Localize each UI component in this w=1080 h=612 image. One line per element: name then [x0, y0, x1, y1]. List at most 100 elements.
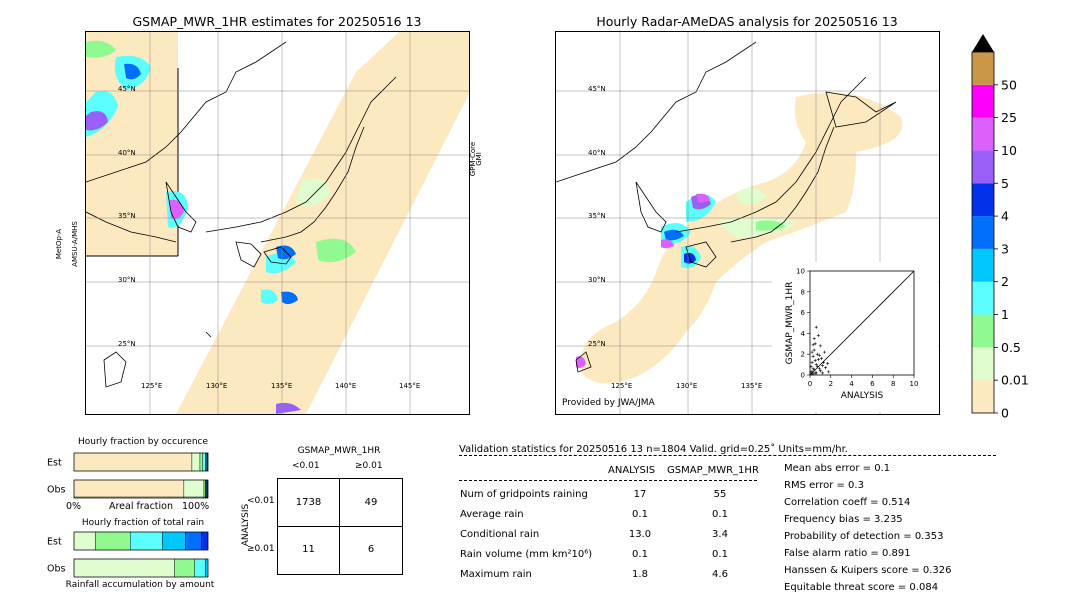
- stat-row-label: Num of gridpoints raining: [460, 489, 588, 500]
- score-line: Equitable threat score = 0.084: [784, 582, 939, 593]
- colorbar-swatch: [972, 183, 994, 217]
- bar-segment: [194, 558, 206, 578]
- stat-row-gsmap: 0.1: [712, 549, 728, 560]
- scatter-point: [818, 344, 822, 348]
- bar-segment: [199, 452, 203, 472]
- scatter-y-label: GSMAP_MWR_1HR: [785, 282, 795, 365]
- scatter-point: [811, 354, 815, 358]
- score-line: Probability of detection = 0.353: [784, 531, 944, 542]
- scatter-point: [816, 333, 820, 337]
- left-rain-patches: [86, 40, 356, 414]
- stat-row-label: Rain volume (mm km²10⁶): [460, 549, 593, 560]
- bar-category-label: Obs: [47, 485, 66, 496]
- scatter-point: [809, 365, 813, 369]
- stat-row-analysis: 1.8: [632, 569, 648, 580]
- data-credit: Provided by JWA/JMA: [562, 398, 655, 408]
- scatter-y-tick-label: 2: [801, 351, 805, 359]
- bar-segment: [73, 558, 175, 578]
- stat-row-analysis: 17: [633, 489, 647, 500]
- left-grid: [86, 32, 469, 414]
- bar-segment: [202, 452, 206, 472]
- scatter-point: [822, 361, 826, 365]
- stat-row-analysis: 0.1: [632, 549, 648, 560]
- bar-segment: [73, 452, 193, 472]
- left-lat-label-40: 40°N: [118, 149, 136, 157]
- contingency-title: GSMAP_MWR_1HR: [297, 446, 381, 456]
- scatter-point: [811, 343, 815, 347]
- bar-segment: [205, 452, 207, 472]
- colorbar-swatch: [972, 84, 994, 118]
- right-map-canvas: [556, 32, 939, 414]
- right-lat-label-35: 35°N: [588, 212, 606, 220]
- scatter-point: [813, 342, 817, 346]
- contingency-row-axis: ANALYSIS: [241, 503, 252, 547]
- colorbar-tick-label: 4: [1001, 209, 1009, 224]
- bar-frame: [73, 479, 209, 499]
- bar-segment: [130, 531, 163, 551]
- radar-coverage: [580, 92, 903, 384]
- scatter-x-tick-label: 2: [829, 380, 833, 388]
- stat-row-label: Maximum rain: [460, 569, 532, 580]
- scatter-point: [820, 371, 824, 375]
- scatter-x-tick-label: 6: [870, 380, 875, 388]
- colorbar-tick-label: 2: [1001, 274, 1009, 289]
- stat-row-analysis: 13.0: [628, 529, 652, 540]
- contingency-row-2: ≥0.01: [247, 544, 275, 554]
- scatter-point: [813, 358, 817, 362]
- scatter-point: [815, 365, 819, 369]
- scatter-x-tick-label: 4: [849, 380, 854, 388]
- scatter-y-tick-label: 10: [796, 268, 805, 276]
- left-lat-label-45: 45°N: [118, 85, 136, 93]
- colorbar-swatch: [972, 314, 994, 348]
- right-lat-label-30: 30°N: [588, 276, 606, 284]
- right-swath-area: [176, 32, 469, 414]
- bar-frame: [73, 531, 209, 551]
- scatter-x-label: ANALYSIS: [841, 391, 884, 401]
- left-map-title: GSMAP_MWR_1HR estimates for 20250516 13: [132, 14, 422, 29]
- colorbar-extend-triangle: [972, 34, 994, 52]
- bar-segment: [73, 531, 96, 551]
- colorbar-swatch: [972, 117, 994, 151]
- right-lat-label-45: 45°N: [588, 85, 606, 93]
- bar-segment: [95, 531, 131, 551]
- scatter-point: [811, 372, 815, 376]
- right-coastlines: [556, 41, 897, 373]
- contingency-cell-r2c1: 11: [302, 544, 315, 555]
- totalrain-chart: Est Obs: [47, 531, 209, 578]
- scatter-point: [810, 350, 814, 354]
- bar-x-tick-left: 0%: [66, 501, 81, 512]
- scatter-point: [817, 353, 821, 357]
- left-map: 45°N 40°N 35°N 30°N 25°N 125°E 130°E 135…: [85, 31, 470, 415]
- bar-category-label: Est: [47, 458, 62, 469]
- scatter-point: [810, 361, 814, 365]
- right-lat-label-25: 25°N: [588, 340, 606, 348]
- right-map-title: Hourly Radar-AMeDAS analysis for 2025051…: [596, 14, 898, 29]
- scatter-y-tick-label: 8: [801, 288, 805, 296]
- contingency-grid: 1738 49 11 6: [277, 478, 403, 575]
- colorbar-tick-label: 0: [1001, 406, 1009, 419]
- stat-row-gsmap: 3.4: [712, 529, 728, 540]
- contingency-col-1: <0.01: [292, 461, 320, 471]
- stat-row-label: Average rain: [460, 509, 524, 520]
- left-lat-label-30: 30°N: [118, 276, 136, 284]
- scatter-diagonal: [809, 270, 915, 376]
- colorbar-tick-label: 10: [1001, 143, 1017, 158]
- bar-segment: [162, 531, 186, 551]
- bar-segment: [191, 452, 201, 472]
- score-line: Mean abs error = 0.1: [784, 463, 891, 474]
- scatter-point: [826, 362, 830, 366]
- colorbar-tick-label: 25: [1001, 110, 1017, 125]
- occurrence-title: Hourly fraction by occurence: [77, 437, 209, 447]
- scatter-y-tick-label: 0: [801, 372, 805, 380]
- stat-row-gsmap: 4.6: [712, 569, 728, 580]
- stat-row-label: Conditional rain: [460, 529, 540, 540]
- scatter-point: [815, 352, 819, 356]
- bar-category-label: Est: [47, 537, 62, 548]
- scatter-x-tick-label: 0: [808, 380, 812, 388]
- bar-segment: [203, 479, 206, 499]
- right-sensor-label-2: GMI: [474, 152, 483, 166]
- scatter-point: [817, 367, 821, 371]
- scatter-plot: 0 2 4 6 8 10 0 2 4 6 8 10 ANALYSIS GSMAP_MWR_1HR: [785, 268, 918, 402]
- left-lon-label-125: 125°E: [141, 382, 163, 390]
- bar-segment: [205, 558, 209, 578]
